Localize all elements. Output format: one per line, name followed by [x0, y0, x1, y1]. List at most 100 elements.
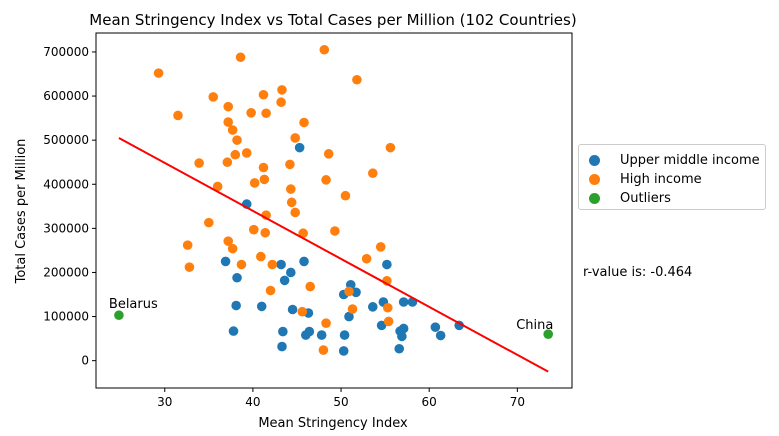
- data-point-high-income: [265, 285, 276, 296]
- data-point-high-income: [204, 217, 214, 228]
- data-point-upper-middle-income: [287, 304, 298, 315]
- data-point-upper-middle-income: [279, 275, 290, 286]
- data-point-high-income: [290, 207, 301, 218]
- x-tick-label: 30: [157, 395, 172, 409]
- data-point-high-income: [173, 110, 183, 121]
- data-point-high-income: [299, 117, 309, 128]
- legend-label: Outliers: [620, 190, 671, 206]
- data-point-upper-middle-income: [286, 267, 296, 278]
- data-point-upper-middle-income: [231, 300, 241, 311]
- y-tick-label: 700000: [43, 45, 89, 59]
- data-point-high-income: [298, 228, 308, 239]
- data-point-high-income: [258, 162, 269, 173]
- legend: Upper middle income High income Outliers: [578, 144, 766, 210]
- data-point-high-income: [330, 226, 340, 236]
- y-tick-label: 500000: [43, 133, 89, 147]
- data-point-high-income: [236, 259, 247, 270]
- y-tick-label: 100000: [43, 310, 89, 324]
- data-point-upper-middle-income: [338, 346, 349, 356]
- y-tick-label: 400000: [43, 177, 89, 191]
- data-point-high-income: [323, 149, 334, 159]
- annotation-belarus: Belarus: [109, 297, 158, 312]
- data-point-upper-middle-income: [435, 330, 446, 341]
- data-point-high-income: [267, 259, 278, 270]
- data-point-upper-middle-income: [430, 322, 441, 332]
- data-point-upper-middle-income: [228, 326, 239, 336]
- data-point-high-income: [277, 85, 287, 95]
- legend-item-outliers: Outliers: [589, 189, 671, 207]
- data-point-high-income: [305, 281, 316, 292]
- data-point-high-income: [260, 227, 271, 238]
- data-point-high-income: [184, 262, 195, 272]
- data-point-high-income: [321, 318, 331, 328]
- legend-label: High income: [620, 171, 702, 187]
- data-point-upper-middle-income: [394, 343, 405, 354]
- data-point-high-income: [256, 251, 266, 262]
- annotations: Belarus China: [109, 297, 553, 333]
- data-point-high-income: [241, 148, 252, 158]
- data-point-high-income: [235, 52, 246, 63]
- x-tick-label: 70: [510, 395, 525, 409]
- data-point-high-income: [223, 101, 234, 112]
- y-axis: 0 100000 200000 300000 400000 500000 600000 700…: [43, 45, 96, 368]
- data-point-high-income: [385, 142, 396, 153]
- data-point-upper-middle-income: [294, 142, 305, 153]
- legend-item-upper-middle-income: Upper middle income: [589, 151, 760, 169]
- legend-item-high-income: High income: [589, 170, 702, 188]
- data-point-high-income: [212, 181, 223, 192]
- data-point-upper-middle-income: [398, 297, 409, 307]
- data-point-high-income: [321, 175, 331, 185]
- data-point-high-income: [382, 302, 393, 313]
- data-point-outliers: [114, 310, 124, 321]
- data-point-high-income: [248, 224, 259, 235]
- data-point-high-income: [223, 236, 234, 246]
- data-point-upper-middle-income: [304, 326, 315, 337]
- data-point-high-income: [375, 242, 386, 252]
- data-point-high-income: [230, 149, 241, 160]
- data-points: [114, 44, 553, 356]
- data-point-upper-middle-income: [220, 256, 231, 267]
- data-point-high-income: [286, 184, 296, 194]
- data-point-high-income: [352, 74, 362, 85]
- x-axis-label: Mean Stringency Index: [258, 416, 408, 431]
- data-point-high-income: [285, 159, 295, 170]
- data-point-high-income: [153, 68, 164, 78]
- data-point-upper-middle-income: [276, 259, 286, 270]
- data-point-high-income: [276, 97, 286, 108]
- y-tick-label: 0: [81, 354, 89, 368]
- x-tick-label: 50: [333, 395, 348, 409]
- data-point-upper-middle-income: [397, 331, 407, 342]
- data-point-high-income: [261, 108, 271, 119]
- data-point-outliers: [543, 329, 553, 339]
- data-point-high-income: [318, 345, 329, 355]
- y-axis-label: Total Cases per Million: [14, 139, 29, 285]
- legend-label: Upper middle income: [620, 152, 760, 168]
- r-value-text: r-value is: -0.464: [583, 265, 693, 280]
- annotation-china: China: [516, 318, 553, 333]
- data-point-high-income: [232, 135, 242, 145]
- data-point-upper-middle-income: [277, 341, 287, 352]
- data-point-high-income: [286, 197, 297, 208]
- data-point-high-income: [194, 158, 204, 168]
- data-point-upper-middle-income: [299, 256, 309, 267]
- y-tick-label: 200000: [43, 265, 89, 279]
- data-point-upper-middle-income: [278, 326, 288, 337]
- data-point-upper-middle-income: [382, 259, 392, 270]
- data-point-high-income: [383, 316, 394, 327]
- data-point-high-income: [227, 243, 238, 254]
- data-point-upper-middle-income: [351, 287, 361, 298]
- data-point-high-income: [297, 306, 308, 317]
- data-point-upper-middle-income: [398, 323, 409, 334]
- data-point-high-income: [367, 168, 378, 179]
- data-point-high-income: [290, 133, 301, 143]
- x-tick-label: 40: [245, 395, 260, 409]
- data-point-high-income: [340, 190, 351, 201]
- x-axis: 30 40 50 60 70: [157, 388, 525, 409]
- y-tick-label: 600000: [43, 89, 89, 103]
- legend-marker: [589, 173, 600, 185]
- data-point-high-income: [347, 304, 358, 314]
- y-tick-label: 300000: [43, 221, 89, 235]
- data-point-high-income: [208, 92, 219, 102]
- regression-line: [118, 137, 549, 373]
- data-point-upper-middle-income: [376, 320, 387, 331]
